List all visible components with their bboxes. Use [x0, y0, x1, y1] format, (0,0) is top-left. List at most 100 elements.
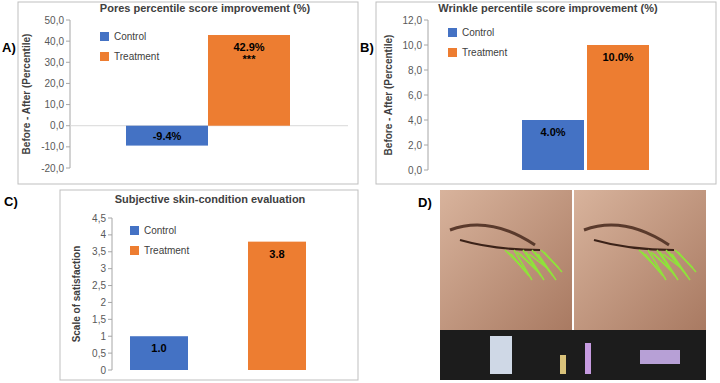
wrinkle-trace	[538, 254, 556, 280]
y-tick-label: 1,5	[92, 314, 106, 325]
panel-frame	[376, 2, 716, 184]
wrinkle-trace	[544, 252, 562, 272]
data-label: 3.8	[269, 248, 284, 260]
y-axis-label: Scale of satisfaction	[71, 246, 82, 343]
y-tick	[108, 353, 112, 354]
y-tick	[66, 168, 70, 169]
y-axis-label: Before - After (Percentile)	[21, 34, 32, 155]
y-tick	[66, 146, 70, 147]
y-tick	[108, 302, 112, 303]
legend: ControlTreatment	[448, 27, 507, 58]
ui-box	[640, 350, 680, 364]
y-tick	[424, 120, 428, 121]
eyelid	[450, 225, 535, 245]
y-tick-label: 12,0	[403, 15, 423, 26]
figure: A)Pores percentile score improvement (%)…	[0, 0, 720, 383]
data-label: 42.9%	[233, 41, 264, 53]
lashes	[594, 240, 674, 250]
legend-label: Treatment	[462, 47, 507, 58]
y-tick	[108, 319, 112, 320]
y-tick	[108, 251, 112, 252]
legend-swatch	[130, 246, 139, 255]
y-tick-label: 3,5	[92, 246, 106, 257]
panel-label: C)	[4, 194, 18, 209]
lashes	[460, 240, 540, 250]
eyelid	[584, 225, 669, 245]
y-tick-label: 6,0	[408, 90, 422, 101]
legend-swatch	[100, 52, 109, 61]
photo	[574, 190, 706, 330]
legend-swatch	[448, 28, 457, 37]
bars	[522, 45, 649, 170]
y-tick	[424, 20, 428, 21]
y-tick	[66, 20, 70, 21]
wrinkle-trace	[660, 252, 678, 280]
data-label: 4.0%	[540, 126, 565, 138]
y-tick-label: 0,0	[50, 120, 64, 131]
bar	[208, 35, 290, 126]
ui-bar	[560, 355, 566, 374]
y-tick	[108, 218, 112, 219]
y-tick-label: 30,0	[45, 57, 65, 68]
wrinkle-trace	[511, 254, 529, 276]
chart-title: Wrinkle percentile score improvement (%)	[438, 2, 658, 14]
y-tick-label: 2	[100, 297, 106, 308]
chart-title: Pores percentile score improvement (%)	[100, 2, 311, 14]
y-axis-line	[70, 20, 71, 168]
y-tick-label: -10,0	[41, 141, 64, 152]
chart-panel: B) Wrinkle percentile score improvement (…	[360, 2, 716, 184]
photo	[440, 190, 572, 330]
annotation: ***	[243, 53, 257, 65]
wrinkle-trace	[678, 252, 696, 272]
y-tick-label: -20,0	[41, 163, 64, 174]
wrinkle-trace	[672, 254, 690, 280]
legend-swatch	[448, 48, 457, 57]
y-tick	[108, 285, 112, 286]
y-axis-label: Before - After (Percentile)	[383, 35, 394, 156]
y-tick-label: 8,0	[408, 65, 422, 76]
bar	[587, 45, 649, 170]
y-axis-line	[112, 218, 113, 370]
y-tick-label: 0	[100, 365, 106, 376]
wrinkle-trace	[526, 252, 544, 280]
image-panel: D)	[418, 190, 706, 380]
y-tick-label: 2,5	[92, 280, 106, 291]
legend-label: Treatment	[114, 51, 159, 62]
bar	[522, 120, 584, 170]
legend: Control Treatment	[100, 31, 159, 62]
software-bar	[440, 330, 706, 380]
ui-bar	[585, 343, 591, 374]
y-tick-label: 10,0	[45, 99, 65, 110]
chart-title: Subjective skin-condition evaluation	[115, 193, 306, 205]
y-tick	[108, 234, 112, 235]
legend-swatch	[100, 32, 109, 41]
y-tick	[424, 95, 428, 96]
legend-label: Control	[144, 225, 176, 236]
legend-label: Control	[114, 31, 146, 42]
chart-panel: A)Pores percentile score improvement (%)…	[2, 2, 358, 184]
bar	[126, 126, 208, 146]
y-tick	[66, 104, 70, 105]
y-tick-label: 4,0	[408, 115, 422, 126]
data-label: -9.4%	[153, 130, 182, 142]
y-tick-label: 3	[100, 263, 106, 274]
y-tick-label: 20,0	[45, 78, 65, 89]
legend-label: Treatment	[144, 245, 189, 256]
y-tick	[66, 125, 70, 126]
panel-frame	[60, 190, 358, 380]
y-tick-label: 10,0	[403, 40, 423, 51]
panel-label: B)	[360, 40, 374, 55]
y-tick	[108, 336, 112, 337]
y-tick	[108, 268, 112, 269]
bars	[130, 242, 306, 370]
y-tick-label: 2,0	[408, 140, 422, 151]
panel-label: D)	[418, 195, 432, 210]
y-tick-label: 4,5	[92, 213, 106, 224]
y-tick	[108, 370, 112, 371]
data-label: 1.0	[151, 342, 166, 354]
y-tick-label: 1	[100, 331, 106, 342]
bar	[248, 242, 306, 370]
legend: Control Treatment	[130, 225, 189, 256]
y-tick-label: 0,0	[408, 165, 422, 176]
chart-panel: C) Subjective skin-condition evaluation Sc…	[4, 190, 358, 380]
